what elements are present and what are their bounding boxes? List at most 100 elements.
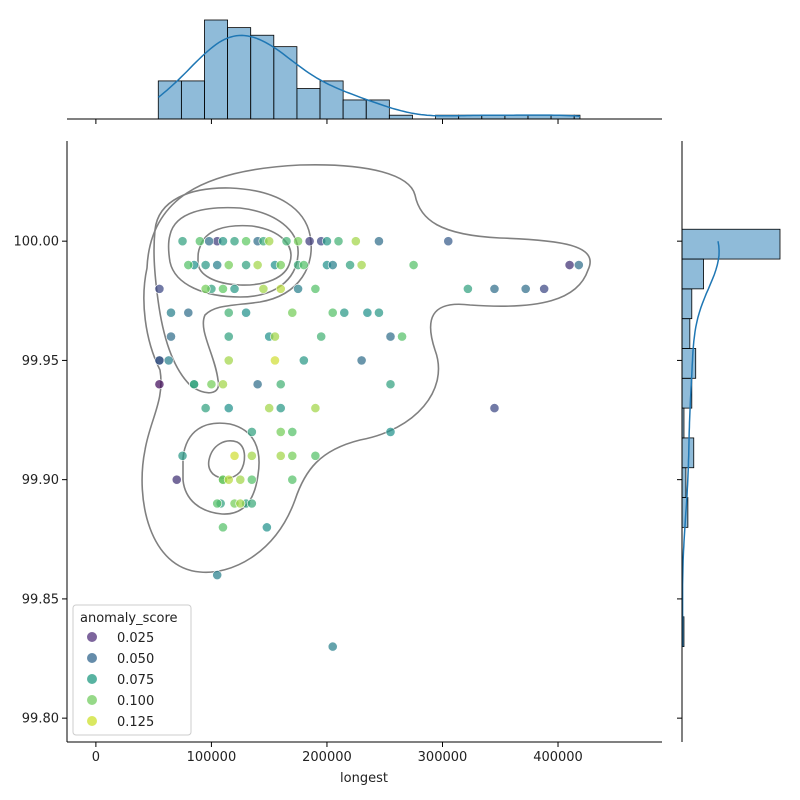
scatter-point: [327, 260, 338, 270]
scatter-point: [206, 379, 217, 390]
scatter-point: [200, 260, 211, 270]
scatter-point: [350, 236, 361, 247]
scatter-point: [223, 355, 234, 366]
scatter-point: [194, 236, 205, 247]
scatter-point: [316, 331, 327, 342]
scatter-point: [374, 307, 384, 318]
scatter-point: [218, 379, 228, 390]
scatter-point: [154, 355, 165, 366]
histogram-bar-x: [204, 19, 228, 120]
scatter-point: [293, 236, 303, 247]
scatter-point: [385, 379, 396, 390]
x-tick-label: 100000: [187, 750, 237, 765]
scatter-point: [287, 450, 298, 461]
histogram-bar-x: [342, 99, 367, 120]
scatter-point: [154, 379, 165, 390]
scatter-point: [310, 283, 321, 294]
scatter-point: [258, 283, 269, 294]
scatter-point: [339, 307, 350, 318]
histogram-bar-y: [681, 258, 704, 290]
scatter-point: [246, 427, 257, 437]
scatter-point: [275, 283, 286, 294]
scatter-point: [264, 403, 275, 414]
scatter-point: [246, 474, 257, 485]
scatter-point: [212, 570, 223, 580]
y-tick-label: 99.85: [22, 592, 59, 607]
scatter-points: [154, 236, 584, 652]
scatter-point: [463, 283, 473, 294]
contour-south-inner: [207, 440, 246, 480]
scatter-point: [275, 403, 286, 414]
legend-entries: 0.025 0.050 0.075 0.100 0.125: [87, 631, 154, 730]
scatter-point: [397, 331, 407, 342]
y-tick-label: 99.90: [22, 473, 59, 488]
y-tick-label: 99.95: [22, 354, 59, 369]
scatter-point: [212, 498, 223, 509]
scatter-point: [298, 260, 309, 270]
x-axis-ticks: 0 100000 200000 300000 400000: [92, 742, 583, 765]
scatter-point: [564, 260, 575, 270]
x-tick-label: 300000: [418, 750, 468, 765]
legend-label: 0.100: [117, 694, 154, 709]
scatter-point: [275, 450, 286, 461]
scatter-point: [327, 307, 338, 318]
scatter-point: [223, 474, 234, 485]
histogram-bar-x: [250, 34, 275, 120]
scatter-point: [183, 307, 194, 318]
histogram-bar-x: [157, 80, 182, 120]
scatter-point: [275, 379, 286, 390]
histogram-bar-y: [681, 288, 693, 320]
scatter-point: [443, 236, 454, 247]
scatter-point: [310, 403, 321, 414]
scatter-point: [304, 236, 315, 247]
scatter-point: [298, 355, 309, 366]
scatter-point: [356, 260, 367, 270]
scatter-point: [287, 474, 298, 485]
scatter-point: [229, 450, 240, 461]
x-tick-label: 200000: [302, 750, 352, 765]
histogram-bar-y: [681, 467, 687, 498]
scatter-point: [177, 450, 188, 461]
scatter-point: [520, 283, 531, 294]
scatter-point: [281, 236, 292, 247]
legend-label: 0.075: [117, 673, 154, 688]
histogram-bar-y: [681, 348, 697, 379]
scatter-point: [200, 283, 211, 294]
scatter-point: [489, 403, 500, 414]
scatter-point: [241, 236, 251, 247]
scatter-point: [223, 403, 234, 414]
scatter-point: [212, 260, 223, 270]
scatter-point: [235, 474, 246, 485]
histogram-bar-y: [681, 228, 781, 260]
scatter-point: [246, 498, 257, 509]
legend-label: 0.050: [117, 652, 154, 667]
right-marginal: [677, 141, 781, 742]
contour-south-outer: [182, 422, 260, 515]
scatter-point: [270, 355, 280, 366]
scatter-point: [252, 260, 263, 270]
scatter-point: [333, 236, 344, 247]
histogram-bar-x: [319, 80, 344, 120]
top-kde-curve: [157, 34, 581, 117]
legend-label: 0.025: [117, 631, 154, 646]
scatter-point: [235, 498, 246, 509]
right-histogram-bars: [681, 228, 781, 648]
top-histogram-bars: [157, 19, 581, 120]
legend-marker: [87, 674, 97, 684]
scatter-point: [166, 307, 176, 318]
scatter-point: [264, 236, 275, 247]
scatter-point: [223, 331, 234, 342]
contour-2: [153, 187, 312, 394]
scatter-point: [177, 236, 188, 247]
scatter-point: [287, 427, 298, 437]
histogram-bar-y: [681, 318, 691, 349]
contour-3: [167, 206, 299, 298]
histogram-bar-x: [273, 46, 298, 120]
legend-marker: [87, 716, 97, 726]
top-marginal: [67, 19, 662, 124]
scatter-point: [573, 260, 584, 270]
scatter-point: [241, 307, 251, 318]
y-tick-label: 99.80: [22, 712, 59, 727]
top-marginal-ticks: [95, 119, 559, 124]
scatter-point: [229, 236, 240, 247]
